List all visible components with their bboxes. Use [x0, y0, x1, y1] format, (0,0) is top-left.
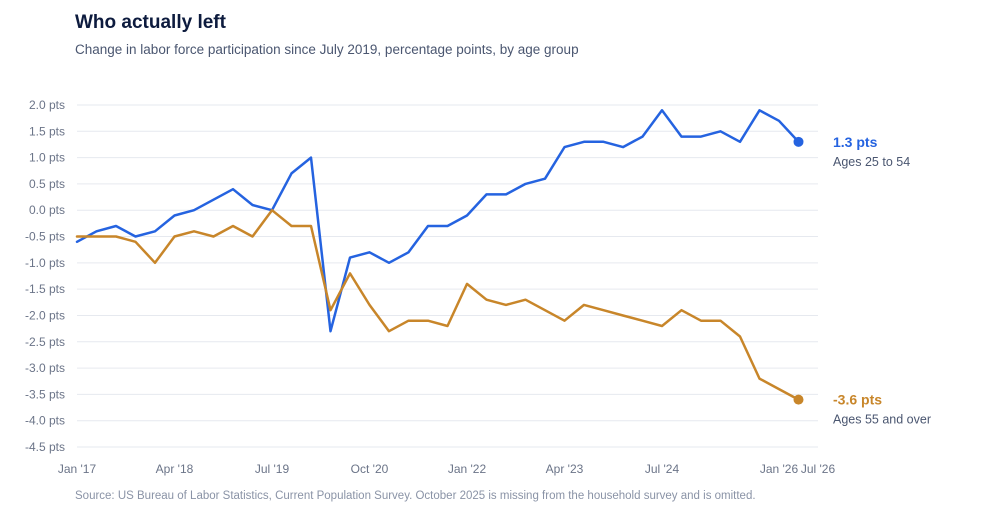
source-note: Source: US Bureau of Labor Statistics, C…: [75, 490, 756, 502]
x-tick-label: Apr '18: [156, 462, 194, 476]
y-tick-label: -1.5 pts: [25, 282, 65, 296]
y-tick-label: -4.0 pts: [25, 414, 65, 428]
series-end-labels: 1.3 pts Ages 25 to 54 -3.6 pts Ages 55 and …: [833, 134, 931, 427]
y-tick-label: -1.0 pts: [25, 256, 65, 270]
chart-title: Who actually left: [75, 12, 226, 33]
x-tick-label: Jul '26: [801, 462, 836, 476]
y-tick-label: -2.0 pts: [25, 308, 65, 322]
series-end-point: [793, 136, 804, 147]
y-tick-label: 0.0 pts: [29, 203, 65, 217]
series-end-value: 1.3 pts: [833, 134, 878, 150]
y-axis-ticks: 2.0 pts 1.5 pts 1.0 pts 0.5 pts 0.0 pts -0.5 …: [25, 98, 65, 454]
gridlines: [77, 104, 818, 448]
y-tick-label: -3.5 pts: [25, 387, 65, 401]
x-tick-label: Oct '20: [351, 462, 389, 476]
series-lines: [75, 109, 804, 405]
series-name-label: Ages 25 to 54: [833, 155, 910, 169]
series-line-ages-25-54: [75, 109, 800, 333]
series-end-point: [793, 394, 804, 405]
y-tick-label: -4.5 pts: [25, 440, 65, 454]
x-axis-ticks: Jan '17 Apr '18 Jul '19 Oct '20 Jan '22 Apr '…: [58, 462, 836, 476]
y-tick-label: 1.0 pts: [29, 151, 65, 165]
y-tick-label: 0.5 pts: [29, 177, 65, 191]
x-tick-label: Apr '23: [546, 462, 584, 476]
series-end-value: -3.6 pts: [833, 392, 882, 408]
y-tick-label: 2.0 pts: [29, 98, 65, 112]
x-tick-label: Jan '26: [760, 462, 799, 476]
y-tick-label: -3.0 pts: [25, 361, 65, 375]
x-tick-label: Jul '19: [255, 462, 290, 476]
y-tick-label: -0.5 pts: [25, 230, 65, 244]
y-tick-label: -2.5 pts: [25, 335, 65, 349]
x-tick-label: Jul '24: [645, 462, 680, 476]
chart-subtitle: Change in labor force participation sinc…: [75, 42, 579, 57]
series-line-ages-55-over: [75, 208, 800, 401]
x-tick-label: Jan '22: [448, 462, 487, 476]
y-tick-label: 1.5 pts: [29, 124, 65, 138]
x-tick-label: Jan '17: [58, 462, 97, 476]
series-name-label: Ages 55 and over: [833, 413, 931, 427]
